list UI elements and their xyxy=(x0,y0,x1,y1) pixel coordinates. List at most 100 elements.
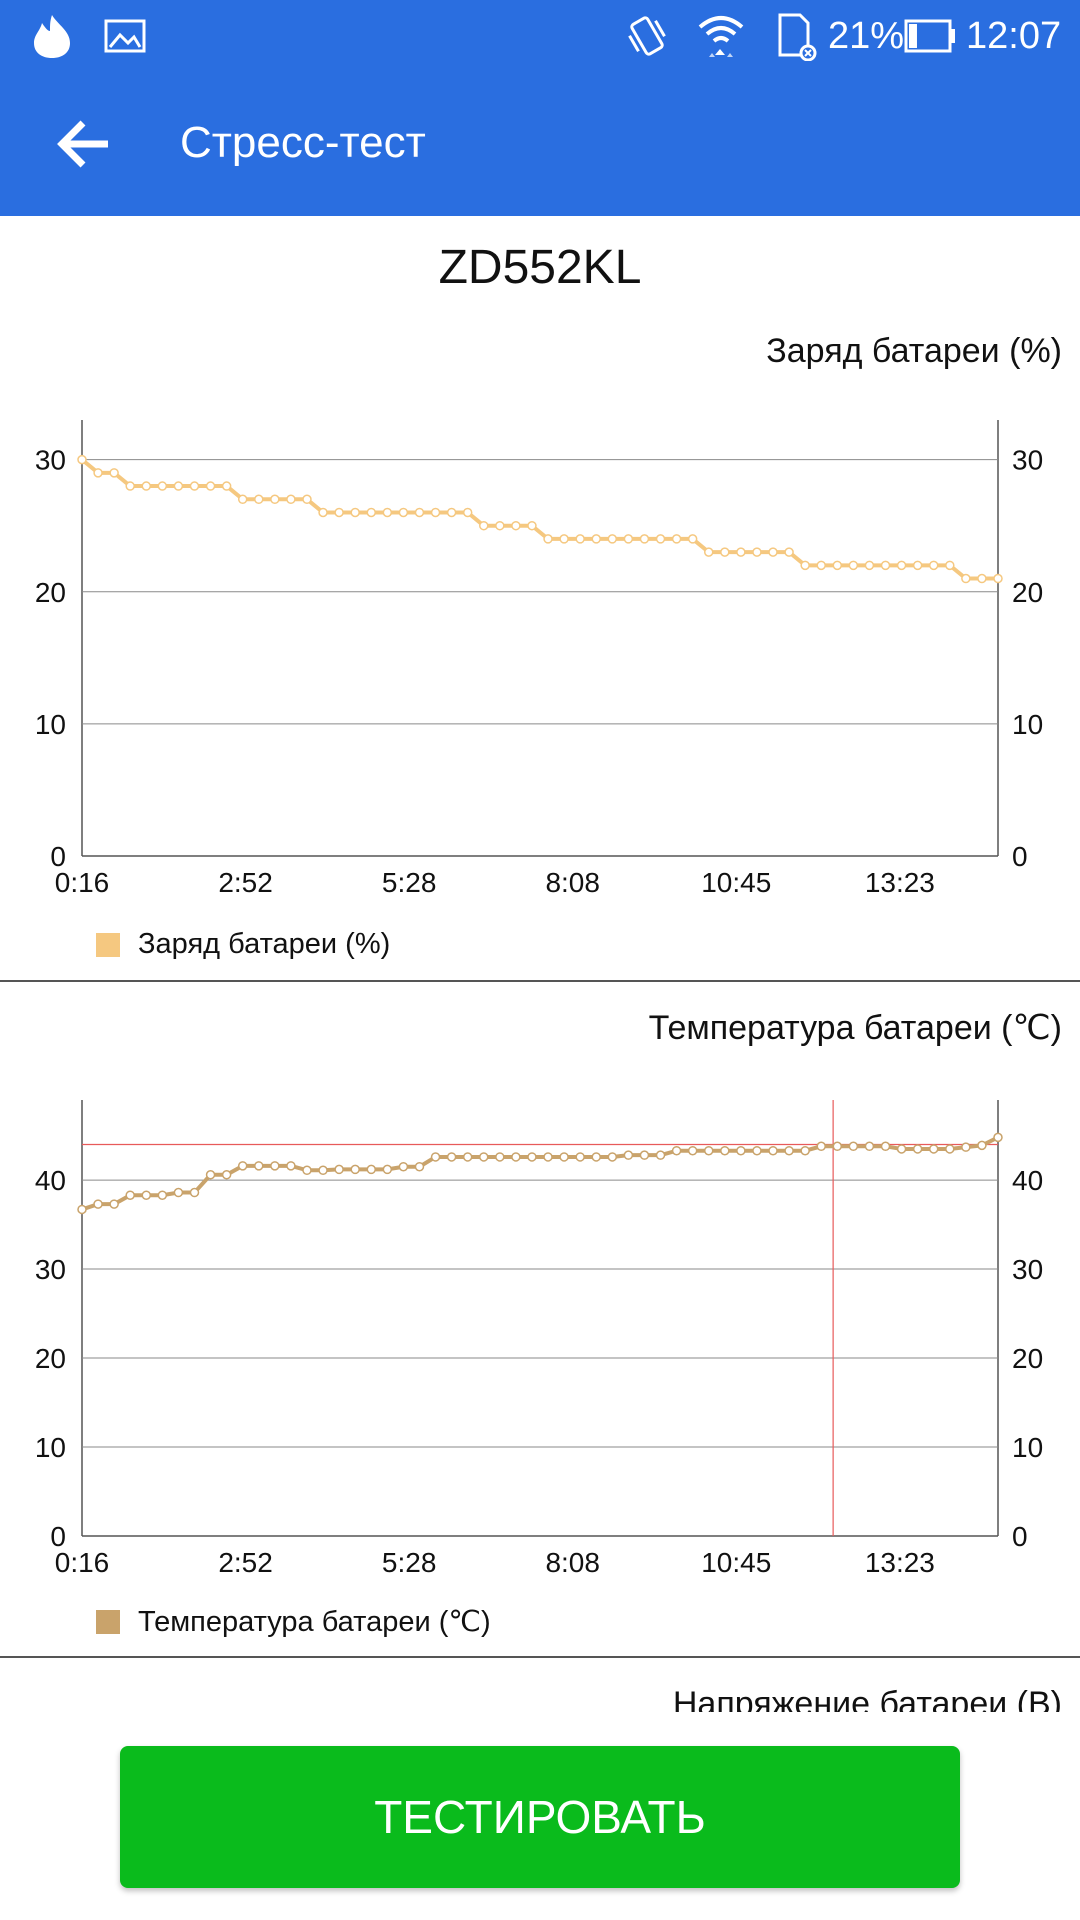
data-point xyxy=(736,1145,746,1156)
temperature-legend: Температура батареи (℃) xyxy=(96,1604,491,1639)
data-point xyxy=(173,481,184,491)
fire-icon xyxy=(30,0,74,72)
data-point xyxy=(125,481,135,491)
temperature-chart-title: Температура батареи (℃) xyxy=(648,1009,1062,1047)
y-tick-label-left: 0 xyxy=(50,841,66,872)
x-tick-label: 0:16 xyxy=(55,1547,110,1578)
data-point xyxy=(237,494,248,505)
data-point xyxy=(157,481,168,491)
y-tick-label-right: 0 xyxy=(1012,841,1028,872)
data-point xyxy=(527,520,537,531)
data-point xyxy=(479,1152,489,1162)
data-point xyxy=(398,1161,409,1172)
x-tick-label: 8:08 xyxy=(545,867,600,898)
data-point xyxy=(334,507,344,518)
data-point xyxy=(848,560,859,571)
y-tick-label-left: 20 xyxy=(35,1343,66,1374)
y-tick-label-left: 10 xyxy=(35,709,66,740)
data-point xyxy=(221,1169,232,1180)
y-tick-label-left: 20 xyxy=(35,577,66,608)
data-point xyxy=(109,1199,119,1209)
y-tick-label-left: 0 xyxy=(50,1521,66,1552)
data-point xyxy=(736,547,746,557)
data-point xyxy=(527,1152,537,1162)
data-point xyxy=(318,1165,328,1176)
x-tick-label: 10:45 xyxy=(701,1547,771,1578)
data-point xyxy=(479,520,489,531)
data-point xyxy=(559,1152,569,1162)
data-point xyxy=(977,573,987,584)
chart-divider xyxy=(0,1656,1080,1658)
y-tick-label-right: 10 xyxy=(1012,1432,1043,1463)
data-point xyxy=(993,573,1003,584)
data-point xyxy=(687,534,698,544)
data-point xyxy=(350,1164,360,1175)
data-point xyxy=(591,534,601,544)
voltage-chart-title: Напряжение батареи (В) xyxy=(672,1685,1062,1712)
vibrate-icon xyxy=(622,0,672,72)
data-point xyxy=(205,1169,216,1180)
data-point xyxy=(864,560,875,571)
x-tick-label: 13:23 xyxy=(865,867,935,898)
temperature-chart[interactable]: 0 0 10 10 20 20 30 30 40 40 0:16 2:52 5:28 8:08 10:45 1… xyxy=(0,1080,1080,1600)
y-tick-label-left: 10 xyxy=(35,1432,66,1463)
device-name: ZD552KL xyxy=(438,241,642,294)
data-point xyxy=(928,1144,939,1154)
charge-legend-swatch xyxy=(96,932,120,957)
page-title: Стресс-тест xyxy=(180,118,426,167)
test-button[interactable]: ТЕСТИРОВАТЬ xyxy=(120,1746,960,1888)
data-point xyxy=(495,1152,505,1162)
data-point xyxy=(302,1165,312,1176)
x-tick-label: 2:52 xyxy=(218,867,273,898)
data-point xyxy=(430,1152,441,1162)
data-point xyxy=(671,534,682,544)
data-point xyxy=(511,1152,521,1162)
data-point xyxy=(880,560,891,571)
x-tick-label: 13:23 xyxy=(865,1547,935,1578)
back-button[interactable] xyxy=(44,112,124,176)
data-point xyxy=(93,1199,103,1209)
x-tick-label: 8:08 xyxy=(545,1547,600,1578)
data-point xyxy=(189,1187,200,1198)
data-point xyxy=(254,1161,264,1171)
x-tick-label: 2:52 xyxy=(218,1547,273,1578)
data-point xyxy=(270,1161,280,1171)
data-point xyxy=(334,1164,344,1175)
charge-chart: 0 0 10 10 20 20 30 30 0:16 2:52 5:28 8:08 10:45 13:23 xyxy=(35,420,1043,898)
x-tick-label: 5:28 xyxy=(382,1547,437,1578)
data-point xyxy=(446,507,457,518)
x-tick-label: 10:45 xyxy=(701,867,771,898)
y-tick-label-right: 20 xyxy=(1012,1343,1043,1374)
x-tick-label: 5:28 xyxy=(382,867,437,898)
data-point xyxy=(125,1190,135,1200)
data-point xyxy=(655,534,666,544)
data-point xyxy=(832,1141,843,1152)
data-point xyxy=(880,1141,891,1152)
x-tick-label: 0:16 xyxy=(55,867,110,898)
data-point xyxy=(543,1152,553,1162)
y-tick-label-right: 30 xyxy=(1012,1254,1043,1285)
data-point xyxy=(157,1190,168,1200)
temperature-legend-label: Температура батареи (℃) xyxy=(138,1606,491,1638)
data-point xyxy=(703,1145,714,1156)
sd-card-icon xyxy=(772,0,818,72)
data-point xyxy=(752,547,762,557)
data-point xyxy=(945,560,955,571)
y-tick-label-right: 0 xyxy=(1012,1521,1028,1552)
y-tick-label-right: 30 xyxy=(1012,445,1043,476)
data-point xyxy=(639,1150,650,1160)
data-point xyxy=(446,1152,457,1162)
y-tick-label-left: 40 xyxy=(35,1165,66,1196)
data-point xyxy=(414,507,425,518)
data-point xyxy=(639,534,650,544)
data-point xyxy=(254,494,264,505)
data-point xyxy=(189,481,200,491)
data-point xyxy=(896,1144,907,1154)
data-point xyxy=(173,1187,184,1198)
y-tick-label-left: 30 xyxy=(35,1254,66,1285)
data-point xyxy=(945,1144,955,1154)
data-point xyxy=(430,507,441,518)
data-point xyxy=(768,547,778,557)
data-point xyxy=(607,1152,618,1162)
status-bar: 21% 12:07 xyxy=(0,0,1080,72)
